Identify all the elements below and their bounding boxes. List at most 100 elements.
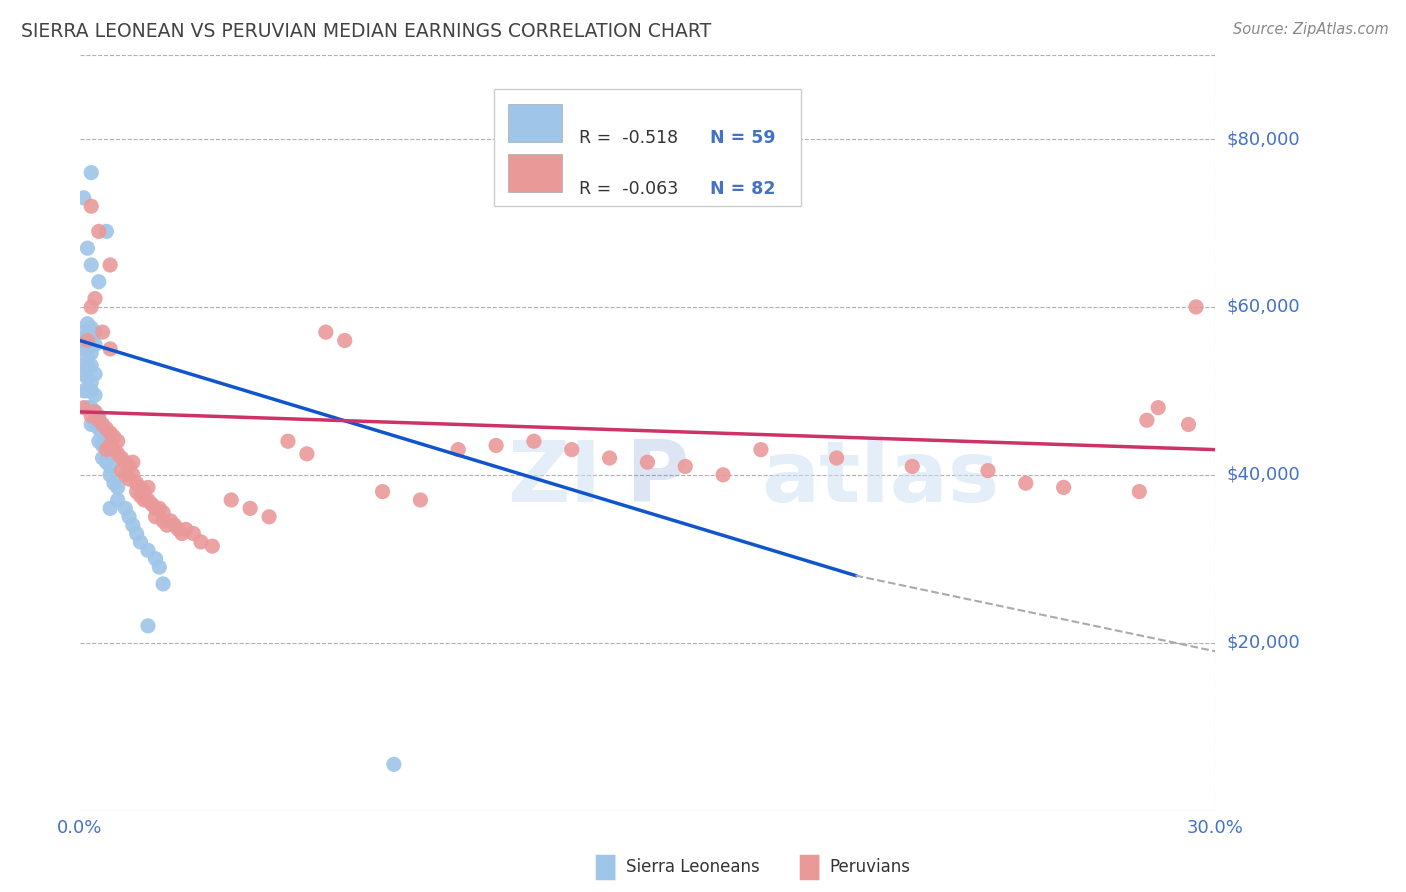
Point — [121, 467, 143, 482]
Point — [72, 359, 94, 373]
Point — [141, 497, 163, 511]
Point — [98, 258, 121, 272]
Point — [72, 367, 94, 381]
Text: R =  -0.063: R = -0.063 — [579, 179, 679, 198]
Point — [80, 166, 103, 180]
Text: $40,000: $40,000 — [1226, 466, 1301, 483]
Text: $20,000: $20,000 — [1226, 633, 1301, 652]
Point — [87, 275, 110, 289]
Point — [447, 442, 470, 457]
Point — [80, 384, 103, 398]
Point — [107, 447, 129, 461]
Point — [134, 493, 156, 508]
Bar — [508, 154, 562, 192]
Text: ZI: ZI — [508, 437, 602, 520]
Point — [87, 422, 110, 436]
Point — [72, 191, 94, 205]
Point — [103, 430, 125, 444]
Point — [371, 484, 394, 499]
Point — [76, 317, 98, 331]
Point — [156, 518, 179, 533]
Point — [825, 450, 848, 465]
Point — [87, 224, 110, 238]
Point — [110, 450, 132, 465]
Point — [98, 342, 121, 356]
Point — [103, 476, 125, 491]
Text: Peruvians: Peruvians — [830, 858, 911, 876]
Point — [1177, 417, 1199, 432]
Point — [382, 757, 405, 772]
Point — [84, 367, 107, 381]
Point — [98, 467, 121, 482]
Point — [84, 337, 107, 351]
Text: $60,000: $60,000 — [1226, 298, 1301, 316]
Point — [561, 442, 583, 457]
Point — [145, 501, 167, 516]
Point — [148, 560, 170, 574]
Point — [91, 325, 114, 339]
Point — [91, 438, 114, 452]
Point — [152, 514, 174, 528]
Point — [72, 342, 94, 356]
Point — [152, 506, 174, 520]
Point — [76, 401, 98, 415]
Point — [125, 526, 148, 541]
Point — [80, 300, 103, 314]
Point — [485, 438, 508, 452]
FancyBboxPatch shape — [494, 89, 800, 206]
Text: Sierra Leoneans: Sierra Leoneans — [626, 858, 759, 876]
Point — [80, 359, 103, 373]
Point — [152, 577, 174, 591]
Point — [84, 405, 107, 419]
Point — [136, 619, 159, 633]
Point — [125, 476, 148, 491]
Point — [174, 522, 197, 536]
Point — [145, 509, 167, 524]
Point — [98, 501, 121, 516]
Text: R =  -0.518: R = -0.518 — [579, 129, 679, 147]
Point — [96, 422, 118, 436]
Point — [1185, 300, 1208, 314]
Point — [167, 522, 190, 536]
Point — [107, 493, 129, 508]
Point — [277, 434, 299, 449]
Text: P: P — [624, 437, 688, 520]
Point — [118, 459, 141, 474]
Point — [114, 467, 136, 482]
Text: █: █ — [799, 855, 818, 880]
Point — [114, 501, 136, 516]
Text: █: █ — [595, 855, 614, 880]
Point — [98, 459, 121, 474]
Point — [96, 442, 118, 457]
Point — [673, 459, 696, 474]
Point — [129, 489, 152, 503]
Point — [1015, 476, 1038, 491]
Point — [125, 484, 148, 499]
Point — [98, 438, 121, 452]
Text: SIERRA LEONEAN VS PERUVIAN MEDIAN EARNINGS CORRELATION CHART: SIERRA LEONEAN VS PERUVIAN MEDIAN EARNIN… — [21, 22, 711, 41]
Point — [84, 325, 107, 339]
Point — [76, 351, 98, 365]
Point — [80, 401, 103, 415]
Point — [636, 455, 658, 469]
Point — [98, 425, 121, 440]
Point — [80, 321, 103, 335]
Point — [145, 551, 167, 566]
Point — [91, 450, 114, 465]
Point — [107, 480, 129, 494]
Point — [72, 401, 94, 415]
Point — [121, 455, 143, 469]
Point — [148, 501, 170, 516]
Point — [333, 334, 356, 348]
Point — [183, 526, 205, 541]
Point — [599, 450, 621, 465]
Text: N = 82: N = 82 — [710, 179, 775, 198]
Point — [80, 258, 103, 272]
Point — [80, 376, 103, 390]
Point — [76, 371, 98, 385]
Text: N = 59: N = 59 — [710, 129, 775, 147]
Point — [76, 241, 98, 255]
Point — [84, 417, 107, 432]
Point — [76, 384, 98, 398]
Point — [80, 334, 103, 348]
